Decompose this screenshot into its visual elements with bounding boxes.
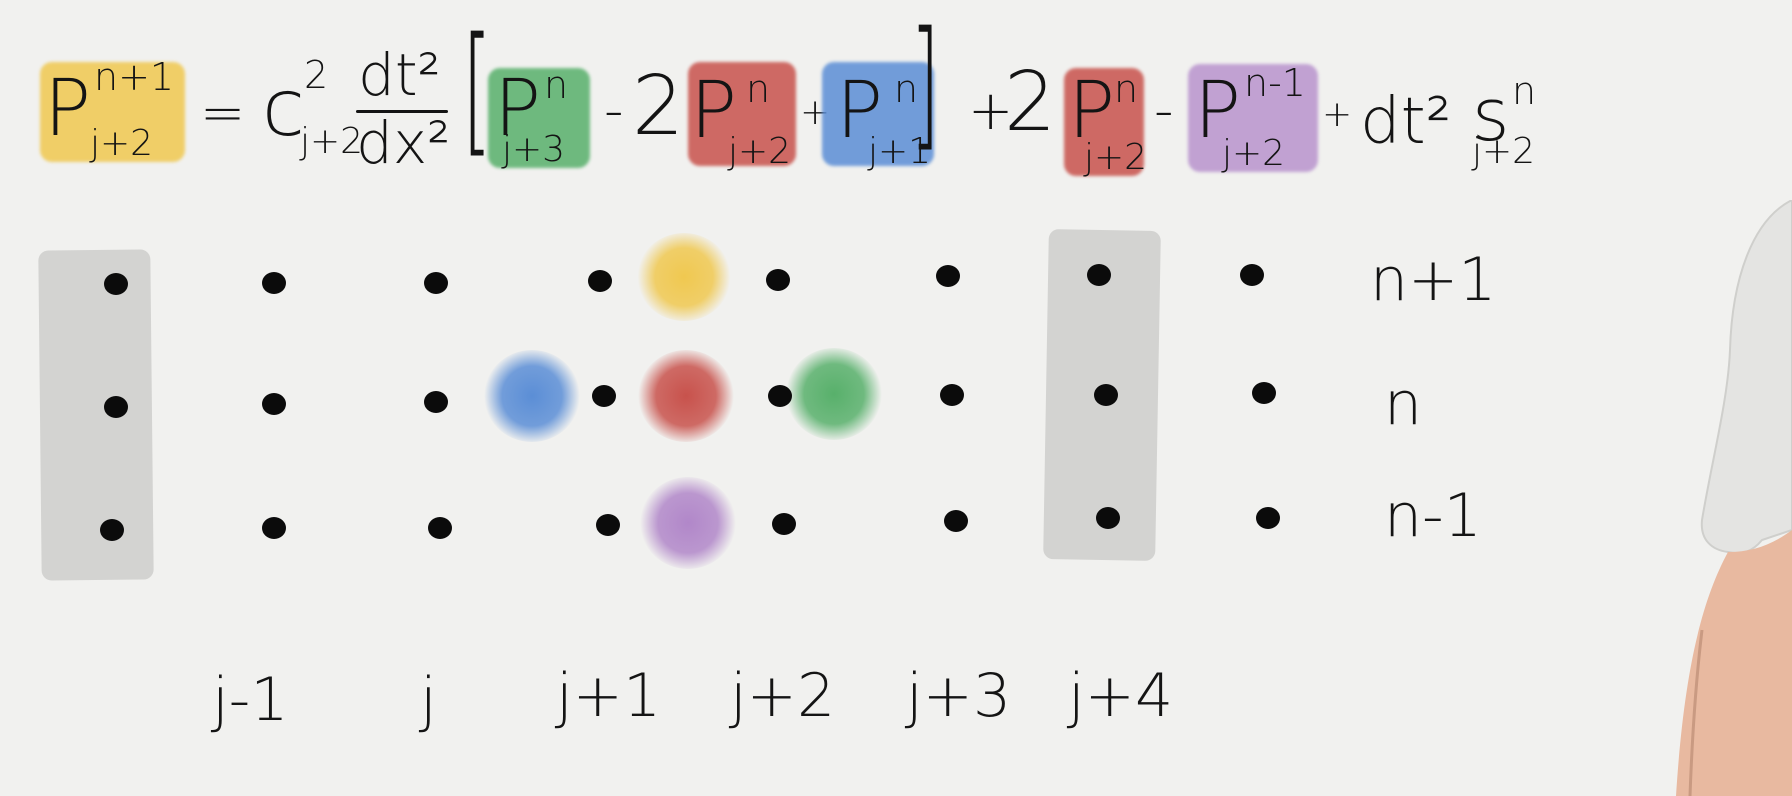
grid-node-n+1-right-boundary [1240, 264, 1264, 286]
source-prefix: dt² [1360, 85, 1452, 159]
equals-sign: = [200, 81, 246, 144]
t3-superscript: n [894, 67, 919, 111]
stencil-grid: n+1 n n-1 j-1 j j+1 j+2 j+3 j+4 [0, 229, 1792, 796]
grid-node-n-1-j+2 [772, 513, 796, 535]
glow-n-j+3 [786, 348, 882, 440]
row-label-n+1: n+1 [1370, 245, 1497, 315]
t5-highlight [1188, 64, 1318, 172]
grid-node-n+1-j+4 [1087, 264, 1111, 286]
fraction-denominator: dx² [356, 109, 451, 177]
t2-symbol: P [690, 66, 738, 156]
plus-sign-3: + [1322, 94, 1353, 135]
col-label-j+4: j+4 [1068, 661, 1174, 731]
t1-subscript: j+3 [502, 129, 566, 170]
t5-symbol: P [1194, 66, 1242, 156]
grid-node-n-j+1 [592, 385, 616, 407]
grid-node-n-1-j+4 [1096, 507, 1120, 529]
grid-node-n-j+2 [768, 385, 792, 407]
presenter-figure [1676, 200, 1792, 796]
lhs-highlight [40, 62, 185, 162]
left-boundary-band [38, 249, 154, 581]
coefficient-two-2: 2 [1004, 55, 1057, 150]
bracket-close: ] [910, 2, 941, 165]
glow-n-j+2 [638, 350, 734, 442]
grid-node-n+1-j+3 [936, 265, 960, 287]
grid-node-n-1-j [428, 517, 452, 539]
t5-subscript: j+2 [1222, 133, 1286, 174]
c-superscript: 2 [304, 53, 329, 97]
c-symbol: c [262, 64, 305, 154]
lhs-symbol: P [44, 64, 92, 154]
glow-n-j+1 [484, 350, 580, 442]
c-subscript: j+2 [300, 121, 364, 162]
grid-node-n-1-j+1 [596, 514, 620, 536]
t5-superscript: n-1 [1244, 61, 1306, 105]
col-label-j-1: j-1 [212, 665, 289, 735]
grid-node-n+1-left-boundary [104, 273, 128, 295]
grid-node-n-1-j-1 [262, 517, 286, 539]
grid-node-n+1-j-1 [262, 272, 286, 294]
col-label-j: j [420, 665, 437, 735]
t4-superscript: n [1114, 67, 1139, 111]
grid-node-n+1-j [424, 272, 448, 294]
t3-highlight [822, 62, 934, 166]
t1-superscript: n [544, 63, 569, 107]
source-symbol: s [1472, 73, 1510, 157]
row-label-n-1: n-1 [1384, 481, 1482, 551]
t2-highlight [688, 62, 796, 166]
glow-n+1-j+2 [637, 233, 731, 321]
t2-subscript: j+2 [728, 131, 792, 172]
grid-node-n-j-1 [262, 393, 286, 415]
source-superscript: n [1512, 69, 1537, 113]
minus-sign-2: - [1154, 79, 1174, 142]
fraction-bar [356, 110, 448, 113]
lhs-subscript: j+2 [90, 123, 154, 164]
glow-n-1-j+2 [640, 477, 736, 569]
source-subscript: j+2 [1472, 131, 1536, 172]
grid-node-n-1-j+3 [944, 510, 968, 532]
grid-node-n-j+4 [1094, 384, 1118, 406]
grid-node-n-j [424, 391, 448, 413]
coefficient-two-1: 2 [632, 59, 685, 154]
t3-symbol: P [836, 66, 884, 156]
t4-highlight [1064, 68, 1144, 176]
t1-highlight [488, 68, 590, 168]
bracket-open: [ [462, 8, 493, 171]
grid-node-n-j+3 [940, 384, 964, 406]
t1-symbol: P [494, 64, 542, 154]
grid-node-n-right-boundary [1252, 382, 1276, 404]
minus-sign-1: - [604, 79, 624, 142]
grid-node-n-1-right-boundary [1256, 507, 1280, 529]
col-label-j+3: j+3 [906, 661, 1012, 731]
t4-subscript: j+2 [1084, 137, 1148, 178]
grid-node-n+1-j+2 [766, 269, 790, 291]
t3-subscript: j+1 [868, 131, 932, 172]
row-label-n: n [1384, 369, 1423, 439]
col-label-j+2: j+2 [730, 661, 836, 731]
lhs-superscript: n+1 [94, 55, 175, 99]
grid-node-n+1-j+1 [588, 270, 612, 292]
finite-difference-equation: P n+1 j+2 = c 2 j+2 dt² dx² [ P n j+3 - … [0, 0, 1792, 230]
grid-node-n-left-boundary [104, 396, 128, 418]
plus-sign-2: + [968, 79, 1014, 142]
grid-node-n-1-left-boundary [100, 519, 124, 541]
t4-symbol: P [1068, 66, 1116, 156]
fraction-numerator: dt² [358, 41, 441, 109]
col-label-j+1: j+1 [556, 661, 662, 731]
t2-superscript: n [746, 67, 771, 111]
